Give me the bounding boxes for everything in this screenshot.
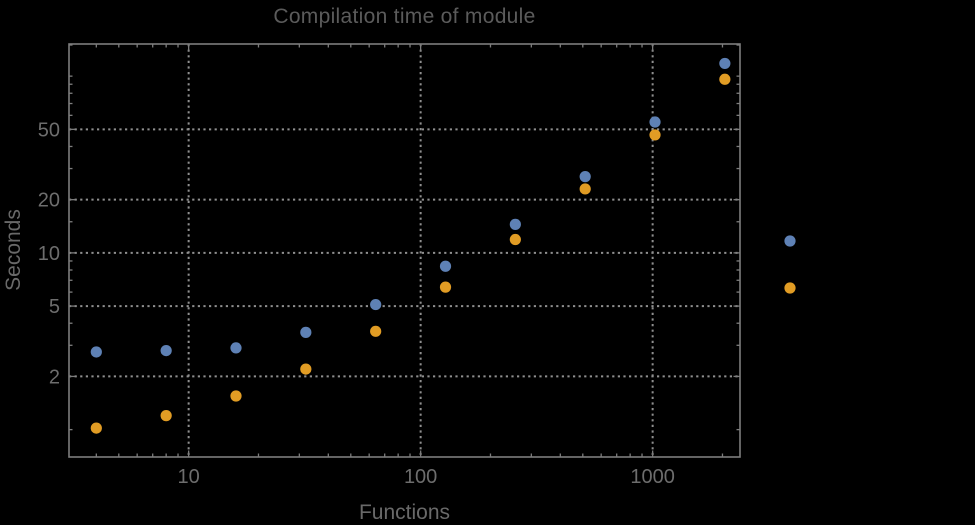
- data-point-series2-x256: [509, 233, 521, 246]
- y-axis-label: Seconds: [2, 209, 25, 291]
- legend-marker-series2: [784, 282, 796, 294]
- data-point-series2-x32: [300, 363, 312, 375]
- data-point-series1-x1024: [649, 116, 661, 128]
- data-point-series1-x512: [579, 171, 591, 183]
- x-axis-label: Functions: [358, 501, 451, 524]
- x-tick-label-1000: 1000: [630, 466, 675, 488]
- data-point-series2-x8: [160, 410, 172, 422]
- x-tick-label-10: 10: [178, 466, 200, 488]
- plot-frame-border: [68, 43, 741, 458]
- data-point-series1-x16: [230, 342, 242, 354]
- y-tick-label-2: 2: [49, 366, 60, 388]
- data-point-series1-x256: [509, 218, 521, 230]
- y-tick-label-20: 20: [38, 190, 60, 212]
- data-point-series2-x1024: [649, 129, 661, 141]
- legend-marker-series1: [784, 235, 796, 247]
- x-tick-label-100: 100: [404, 466, 437, 488]
- data-point-series1-x8: [160, 344, 172, 357]
- data-point-series1-x64: [370, 298, 382, 311]
- chart-title: Compilation time of module: [273, 5, 536, 28]
- y-tick-label-5: 5: [49, 296, 60, 318]
- y-tick-label-10: 10: [38, 243, 60, 265]
- data-point-series1-x128: [439, 260, 452, 272]
- data-point-series2-x512: [579, 183, 591, 195]
- data-point-series1-x2048: [719, 57, 731, 70]
- data-point-series1-x4: [90, 346, 102, 358]
- data-point-series2-x128: [439, 281, 452, 293]
- data-point-series2-x16: [230, 390, 242, 402]
- data-point-series2-x4: [90, 422, 102, 434]
- data-point-series2-x64: [370, 325, 382, 337]
- data-point-series1-x32: [300, 326, 312, 338]
- data-point-series2-x2048: [719, 73, 731, 85]
- y-tick-label-50: 50: [38, 119, 60, 141]
